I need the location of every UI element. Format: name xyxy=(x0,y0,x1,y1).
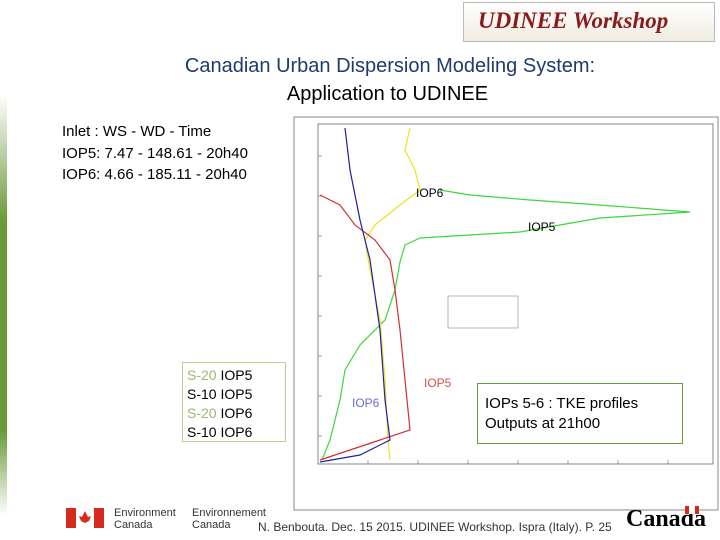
badge xyxy=(463,2,715,42)
legend-item: S-20 IOP5 xyxy=(187,366,281,385)
caption-box: IOPs 5-6 : TKE profiles Outputs at 21h00 xyxy=(477,383,683,444)
left-stripe xyxy=(0,95,7,515)
inlet-text: IOP6: 4.66 - 185.11 - 20h40 xyxy=(62,166,247,183)
caption-line: Outputs at 21h00 xyxy=(485,415,601,432)
footer-text: Canada xyxy=(114,519,153,531)
curve-iop5-s20 xyxy=(321,189,691,461)
annotation: IOP6 xyxy=(352,396,380,410)
annotation: IOP5 xyxy=(424,376,452,390)
legend-label: IOP5 xyxy=(220,367,253,383)
legend-item: S-20 IOP6 xyxy=(187,404,281,423)
legend-label: IOP5 xyxy=(220,386,253,402)
legend-prefix: S-10 xyxy=(187,424,217,440)
curve-iop5-s10 xyxy=(319,194,411,461)
plot-image: IOP6 IOP5 IOP6 IOP5 xyxy=(293,116,719,511)
footer-text: Environnement xyxy=(192,507,266,519)
legend-label: IOP6 xyxy=(220,424,253,440)
env-fr: Environnement Canada xyxy=(192,507,266,531)
inner-legend xyxy=(447,295,519,329)
tick-marks xyxy=(318,155,669,464)
curve-iop6-s20 xyxy=(364,127,421,461)
inlet-text: Inlet : WS - WD - Time xyxy=(62,123,212,140)
footer-text: Environment xyxy=(114,507,176,519)
credit: N. Benbouta. Dec. 15 2015. UDINEE Worksh… xyxy=(258,520,612,534)
legend-box: S-20 IOP5 S-10 IOP5 S-20 IOP6 S-10 IOP6 xyxy=(182,362,286,442)
caption-line: IOPs 5-6 : TKE profiles xyxy=(485,395,639,412)
plot-axes xyxy=(317,123,714,465)
wordmark-flag xyxy=(685,506,699,514)
legend-prefix: S-10 xyxy=(187,386,217,402)
curve-iop6-s10 xyxy=(319,127,391,463)
badge-text: UDINEE Workshop xyxy=(478,8,669,33)
legend-item: S-10 IOP5 xyxy=(187,385,281,404)
legend-label: IOP6 xyxy=(220,405,253,421)
title-line: Canadian Urban Dispersion Modeling Syste… xyxy=(184,55,596,77)
legend-prefix: S-20 xyxy=(187,405,217,421)
flag xyxy=(66,508,104,528)
legend-item: S-10 IOP6 xyxy=(187,423,281,442)
env-en: Environment Canada xyxy=(114,507,176,531)
annotation: IOP5 xyxy=(528,220,556,234)
inlet-text: IOP5: 7.47 - 148.61 - 20h40 xyxy=(62,145,248,162)
profile-curves xyxy=(319,127,691,463)
title-line: Application to UDINEE xyxy=(286,83,489,105)
legend-prefix: S-20 xyxy=(187,367,217,383)
annotation: IOP6 xyxy=(416,186,444,200)
footer-text: Canada xyxy=(192,519,231,531)
